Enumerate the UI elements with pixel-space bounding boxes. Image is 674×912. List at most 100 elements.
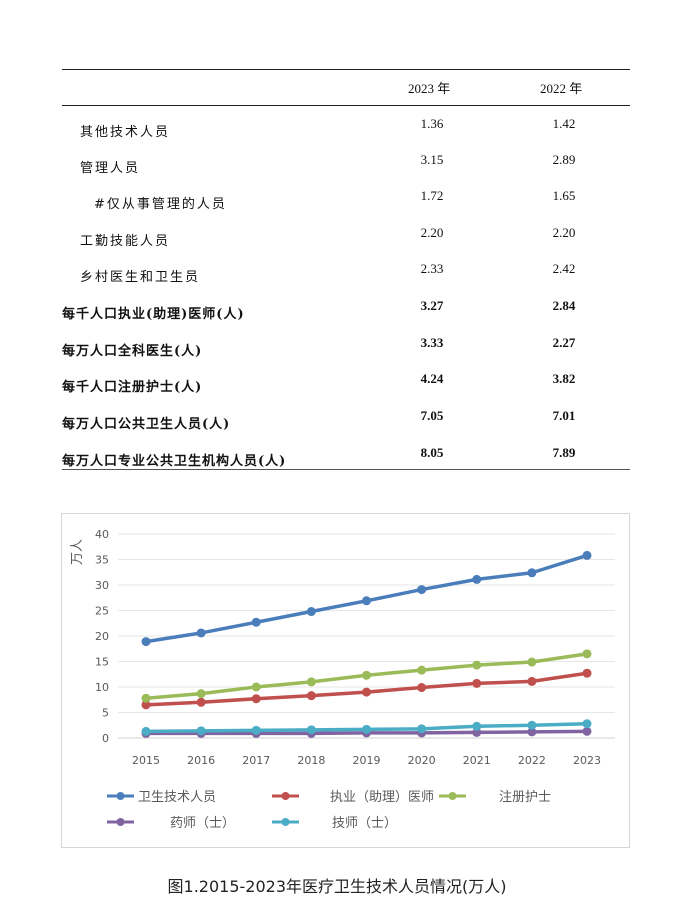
row-label: 工勤技能人员 <box>80 234 171 249</box>
data-point <box>472 574 482 584</box>
x-tick-label: 2020 <box>408 754 436 767</box>
data-point <box>417 585 427 595</box>
table-row: 工勤技能人员 2.20 2.20 <box>62 225 630 249</box>
y-tick-label: 5 <box>102 707 109 720</box>
data-point <box>251 694 261 704</box>
value-2022: 2.27 <box>552 335 576 350</box>
table-header-rule <box>62 105 630 106</box>
data-point <box>472 660 482 670</box>
data-point <box>582 726 592 736</box>
series-line <box>141 668 592 710</box>
data-point <box>582 649 592 659</box>
data-point <box>362 670 371 680</box>
data-point <box>306 725 316 735</box>
col-header-2022: 2022 年 <box>540 81 583 96</box>
value-2023: 2.20 <box>420 225 444 240</box>
x-tick-label: 2017 <box>242 754 270 767</box>
row-label: 其他技术人员 <box>80 125 171 140</box>
data-point <box>196 689 206 699</box>
data-point <box>141 637 151 647</box>
y-tick-label: 25 <box>95 605 109 618</box>
x-tick-label: 2023 <box>573 754 601 767</box>
value-2023: 1.72 <box>420 188 444 203</box>
data-point <box>251 682 261 692</box>
row-label: 每千人口执业(助理)医师(人) <box>62 307 245 322</box>
data-point <box>527 676 537 686</box>
chart-canvas: 0 5 10 15 20 25 30 35 40 2015 2016 2017 2018 2019 2020… <box>70 528 615 831</box>
row-label: 每千人口注册护士(人) <box>62 380 203 395</box>
table-row: 每万人口专业公共卫生机构人员(人) 8.05 7.89 <box>62 445 630 469</box>
data-point <box>582 550 592 560</box>
legend-label: 注册护士 <box>499 790 551 805</box>
value-2022: 7.89 <box>552 445 576 460</box>
data-point <box>141 726 151 736</box>
value-2023: 8.05 <box>420 445 444 460</box>
legend-label: 执业（助理）医师 <box>330 790 434 805</box>
row-label: #仅从事管理的人员 <box>94 197 227 212</box>
data-point <box>417 683 427 693</box>
data-point <box>527 568 537 578</box>
value-2023: 7.05 <box>420 408 444 423</box>
series-line <box>141 649 592 703</box>
data-point <box>362 724 371 734</box>
data-point <box>472 721 482 731</box>
data-point <box>306 691 316 701</box>
row-label: 每万人口公共卫生人员(人) <box>62 417 231 432</box>
row-label: 管理人员 <box>80 161 141 176</box>
legend-label: 卫生技术人员 <box>138 790 216 805</box>
table-row: 每万人口全科医生(人) 3.33 2.27 <box>62 335 630 359</box>
value-2022: 3.82 <box>552 371 576 386</box>
value-2023: 3.27 <box>420 298 444 313</box>
data-point <box>417 724 427 734</box>
legend-item: 卫生技术人员 <box>107 790 216 805</box>
x-tick-label: 2019 <box>353 754 381 767</box>
x-tick-label: 2021 <box>463 754 491 767</box>
y-tick-label: 10 <box>95 681 109 694</box>
data-point <box>527 720 537 730</box>
data-point <box>306 677 316 687</box>
y-tick-label: 30 <box>95 579 109 592</box>
series-line <box>141 550 592 647</box>
data-point <box>362 687 371 697</box>
table-bottom-rule <box>62 469 630 470</box>
table-row: 其他技术人员 1.36 1.42 <box>62 116 630 140</box>
gridlines <box>118 533 615 739</box>
value-2022: 2.84 <box>552 298 576 313</box>
figure-caption: 图1.2015-2023年医疗卫生技术人员情况(万人) <box>167 877 507 896</box>
col-header-2023: 2023 年 <box>408 81 451 96</box>
value-2022: 2.42 <box>552 261 576 276</box>
value-2023: 4.24 <box>420 371 444 386</box>
value-2022: 2.20 <box>552 225 576 240</box>
row-label: 每万人口专业公共卫生机构人员(人) <box>62 454 287 469</box>
y-tick-label: 20 <box>95 630 109 643</box>
table-row: 每千人口执业(助理)医师(人) 3.27 2.84 <box>62 298 630 322</box>
x-tick-label: 2016 <box>187 754 215 767</box>
value-2023: 3.33 <box>420 335 444 350</box>
data-point <box>582 719 592 729</box>
y-tick-label: 0 <box>102 732 109 745</box>
value-2022: 1.42 <box>552 116 576 131</box>
table-top-rule <box>62 69 630 70</box>
y-tick-label: 35 <box>95 554 109 567</box>
data-point <box>251 617 261 627</box>
row-label: 乡村医生和卫生员 <box>80 270 201 285</box>
value-2022: 2.89 <box>552 152 576 167</box>
data-point <box>196 726 206 736</box>
legend-label: 技师（士） <box>332 816 397 831</box>
legend-item: 技师（士） <box>272 816 397 831</box>
x-tick-label: 2015 <box>132 754 160 767</box>
table-row: 乡村医生和卫生员 2.33 2.42 <box>62 261 630 285</box>
value-2023: 3.15 <box>420 152 444 167</box>
table-row: 每千人口注册护士(人) 4.24 3.82 <box>62 371 630 395</box>
row-label: 每万人口全科医生(人) <box>62 344 203 359</box>
data-point <box>141 700 151 710</box>
value-2022: 1.65 <box>552 188 576 203</box>
data-point <box>196 628 206 638</box>
legend-label: 药师（士） <box>170 816 235 831</box>
legend-item: 注册护士 <box>439 790 551 805</box>
data-point <box>306 607 316 617</box>
data-point <box>417 665 427 675</box>
y-axis-label: 万人 <box>70 539 85 565</box>
table-row: 管理人员 3.15 2.89 <box>62 152 630 176</box>
data-point <box>527 727 537 737</box>
